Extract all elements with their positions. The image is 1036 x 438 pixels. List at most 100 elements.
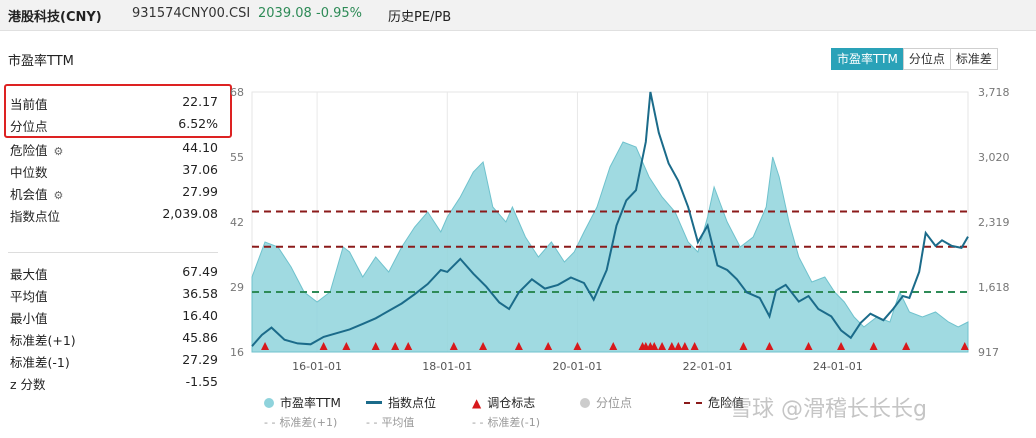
stat-std-plus: 标准差(+1) 45.86 bbox=[8, 328, 218, 348]
rebalance-marker bbox=[609, 342, 618, 350]
stat-label-text: 机会值 bbox=[10, 187, 48, 202]
stat-label: 最小值 bbox=[10, 311, 48, 326]
legend-danger[interactable]: 危险值 bbox=[684, 394, 744, 411]
stat-value: 37.06 bbox=[182, 162, 218, 177]
y-right-tick-label: 3,718 bbox=[978, 86, 1010, 99]
pe-area-series bbox=[251, 141, 969, 353]
legend-percentile[interactable]: 分位点 bbox=[580, 394, 632, 411]
rebalance-marker bbox=[869, 342, 878, 350]
stat-value: 16.40 bbox=[182, 308, 218, 323]
tab-pe-ttm[interactable]: 市盈率TTM bbox=[831, 48, 904, 70]
x-tick-label: 16-01-01 bbox=[292, 360, 342, 373]
rebalance-marker bbox=[837, 342, 846, 350]
y-right-tick-label: 917 bbox=[978, 346, 999, 359]
rebalance-marker bbox=[479, 342, 488, 350]
x-tick-label: 24-01-01 bbox=[813, 360, 863, 373]
rebalance-marker bbox=[674, 342, 683, 350]
stat-value: 45.86 bbox=[182, 330, 218, 345]
legend-pe[interactable]: 市盈率TTM bbox=[264, 394, 341, 411]
rebalance-marker bbox=[573, 342, 582, 350]
y-right-tick-label: 3,020 bbox=[978, 151, 1010, 164]
index-change: -0.95% bbox=[316, 6, 362, 21]
stat-label: z 分数 bbox=[10, 377, 46, 392]
dash-icon: - - bbox=[366, 416, 378, 429]
stat-percentile: 分位点 6.52% bbox=[8, 114, 218, 134]
stat-value: 22.17 bbox=[182, 94, 218, 109]
legend-percentile-dot-icon bbox=[580, 398, 590, 408]
stat-max: 最大值 67.49 bbox=[8, 262, 218, 282]
watermark: 雪球 @滑稽长长长g bbox=[730, 397, 927, 422]
stats-divider bbox=[8, 252, 218, 253]
y-right-tick-label: 2,319 bbox=[978, 216, 1010, 229]
rebalance-marker bbox=[319, 342, 328, 350]
header-bar: 港股科技(CNY) 931574CNY00.CSI 2039.08 -0.95%… bbox=[0, 0, 1036, 31]
rebalance-marker bbox=[658, 342, 667, 350]
legend-std-plus-label: 标准差(+1) bbox=[279, 416, 338, 429]
stat-median: 中位数 37.06 bbox=[8, 160, 218, 180]
index-name: 港股科技(CNY) bbox=[8, 10, 102, 25]
index-price: 2039.08 bbox=[258, 6, 312, 21]
y-right-tick-label: 1,618 bbox=[978, 281, 1010, 294]
section-title: 市盈率TTM bbox=[8, 54, 74, 69]
rebalance-marker bbox=[765, 342, 774, 350]
stats-panel: 当前值 22.17 分位点 6.52% 危险值 ⚙ 44.10 中位数 37.06… bbox=[8, 0, 218, 400]
legend-index[interactable]: 指数点位 bbox=[366, 394, 436, 411]
stat-value: 36.58 bbox=[182, 286, 218, 301]
legend-rebalance[interactable]: ▲ 调仓标志 bbox=[472, 394, 535, 411]
history-pe-pb-link[interactable]: 历史PE/PB bbox=[388, 10, 452, 25]
x-tick-label: 22-01-01 bbox=[683, 360, 733, 373]
index-code: 931574CNY00.CSI bbox=[132, 6, 251, 21]
legend-std-plus[interactable]: - - 标准差(+1) bbox=[264, 414, 337, 430]
gear-icon[interactable]: ⚙ bbox=[53, 189, 64, 202]
stat-value: 67.49 bbox=[182, 264, 218, 279]
rebalance-marker bbox=[804, 342, 813, 350]
tab-std-dev[interactable]: 标准差 bbox=[949, 48, 998, 70]
stat-label: 当前值 bbox=[10, 97, 48, 112]
stat-value: 27.29 bbox=[182, 352, 218, 367]
chart-legend: 市盈率TTM 指数点位 ▲ 调仓标志 分位点 危险值 - - 标准差(+1) - -… bbox=[258, 392, 1028, 432]
stat-value: 2,039.08 bbox=[162, 206, 218, 221]
rebalance-marker bbox=[667, 342, 676, 350]
stat-label: 危险值 ⚙ bbox=[10, 140, 63, 159]
legend-danger-label: 危险值 bbox=[708, 396, 745, 410]
stat-z-score: z 分数 -1.55 bbox=[8, 372, 218, 392]
stat-label: 分位点 bbox=[10, 119, 48, 134]
legend-mean[interactable]: - - 平均值 bbox=[366, 414, 414, 430]
index-line-series bbox=[251, 91, 969, 347]
legend-pe-dot-icon bbox=[264, 398, 274, 408]
dash-icon: - - bbox=[264, 416, 276, 429]
legend-index-line-icon bbox=[366, 401, 382, 404]
rebalance-marker bbox=[960, 342, 969, 350]
rebalance-marker bbox=[391, 342, 400, 350]
stat-value: 6.52% bbox=[178, 116, 218, 131]
stat-danger: 危险值 ⚙ 44.10 bbox=[8, 138, 218, 158]
stat-label-text: 危险值 bbox=[10, 143, 48, 158]
legend-mean-label: 平均值 bbox=[381, 416, 415, 429]
y-left-tick-label: 29 bbox=[230, 281, 244, 294]
stat-label: 标准差(+1) bbox=[10, 333, 76, 348]
rebalance-marker bbox=[404, 342, 413, 350]
legend-std-minus-label: 标准差(-1) bbox=[487, 416, 540, 429]
stat-opportunity: 机会值 ⚙ 27.99 bbox=[8, 182, 218, 202]
stat-mean: 平均值 36.58 bbox=[8, 284, 218, 304]
y-left-tick-label: 42 bbox=[230, 216, 244, 229]
legend-std-minus[interactable]: - - 标准差(-1) bbox=[472, 414, 540, 430]
stat-label: 标准差(-1) bbox=[10, 355, 70, 370]
stat-value: 27.99 bbox=[182, 184, 218, 199]
stat-min: 最小值 16.40 bbox=[8, 306, 218, 326]
rebalance-marker bbox=[680, 342, 689, 350]
rebalance-marker bbox=[371, 342, 380, 350]
stat-index-level: 指数点位 2,039.08 bbox=[8, 204, 218, 224]
x-tick-label: 20-01-01 bbox=[552, 360, 602, 373]
x-tick-label: 18-01-01 bbox=[422, 360, 472, 373]
gear-icon[interactable]: ⚙ bbox=[53, 145, 64, 158]
rebalance-marker bbox=[514, 342, 523, 350]
rebalance-marker bbox=[544, 342, 553, 350]
pe-chart: 16-01-01 18-01-01 20-01-01 22-01-01 24-01-01… bbox=[230, 86, 1010, 373]
stat-std-minus: 标准差(-1) 27.29 bbox=[8, 350, 218, 370]
legend-percentile-label: 分位点 bbox=[596, 396, 633, 410]
y-left-tick-label: 16 bbox=[230, 346, 244, 359]
rebalance-marker bbox=[342, 342, 351, 350]
stat-label: 平均值 bbox=[10, 289, 48, 304]
stat-label: 指数点位 bbox=[10, 209, 61, 224]
